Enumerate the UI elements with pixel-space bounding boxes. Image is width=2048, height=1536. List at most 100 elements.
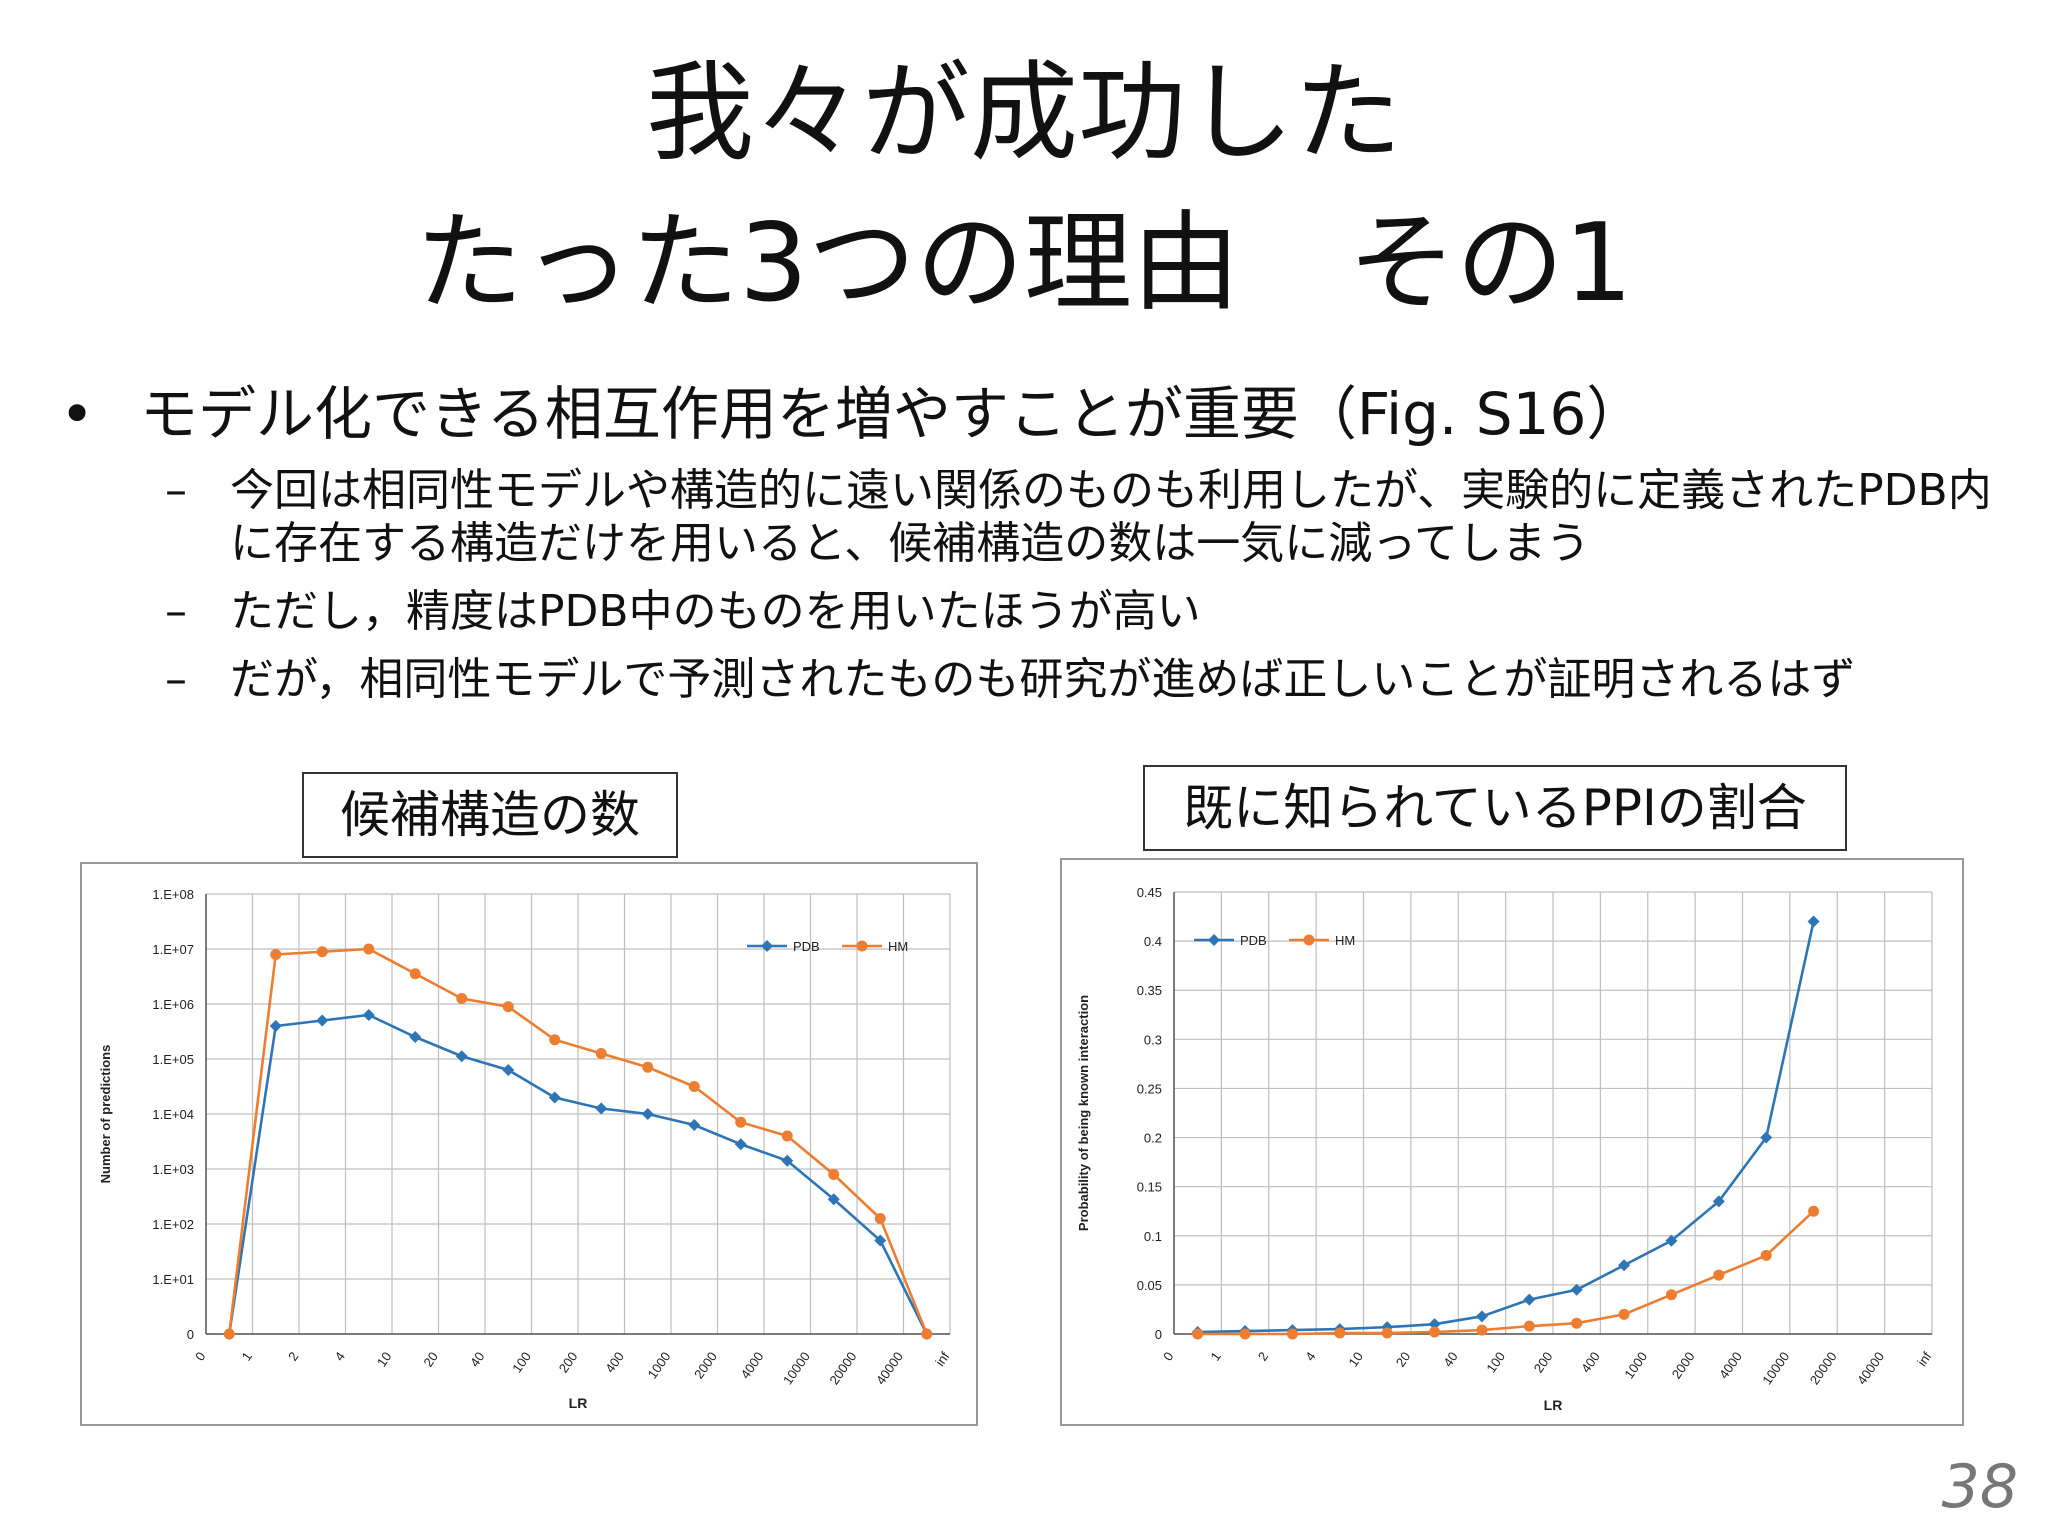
slide-title-line2: たった3つの理由 その1 (415, 201, 1633, 326)
sub-bullet-dash: – (165, 464, 187, 516)
data-point-pdb (1618, 1259, 1631, 1272)
data-point-hm (1571, 1317, 1583, 1329)
data-point-hm (921, 1328, 933, 1340)
data-point-pdb (1570, 1283, 1583, 1296)
x-tick-label: 4000 (1716, 1349, 1745, 1381)
data-point-pdb (1428, 1318, 1441, 1331)
y-tick-label: 1.E+01 (152, 1272, 194, 1287)
data-point-pdb (1475, 1310, 1488, 1323)
legend-label-pdb: PDB (1240, 933, 1267, 948)
data-point-hm (1523, 1320, 1535, 1332)
legend-label-pdb: PDB (793, 939, 820, 954)
x-tick-label: 1000 (1621, 1349, 1650, 1381)
data-point-pdb (874, 1234, 887, 1247)
x-tick-label: 20000 (826, 1349, 859, 1387)
x-tick-label: 1 (1207, 1349, 1223, 1364)
data-point-hm (456, 993, 468, 1004)
data-point-pdb (455, 1050, 468, 1063)
data-point-hm (409, 968, 421, 980)
x-tick-label: 2 (1255, 1349, 1271, 1364)
y-tick-label: 1.E+08 (152, 887, 194, 902)
x-tick-label: 1 (239, 1349, 255, 1364)
data-point-hm (828, 1169, 840, 1180)
legend-label-hm: HM (1335, 933, 1355, 948)
x-tick-label: 2000 (1669, 1349, 1698, 1381)
y-tick-label: 0 (1155, 1327, 1162, 1342)
data-point-pdb (1807, 915, 1820, 928)
x-tick-label: 0 (192, 1349, 208, 1364)
x-axis-title: LR (1544, 1397, 1563, 1413)
x-tick-label: 4 (1302, 1349, 1318, 1364)
x-tick-label: 4000 (738, 1349, 767, 1381)
data-point-hm (595, 1048, 607, 1059)
data-point-pdb (362, 1009, 375, 1021)
data-point-hm (1665, 1289, 1677, 1301)
x-tick-label: 100 (509, 1349, 534, 1375)
x-tick-label: 200 (1531, 1349, 1556, 1375)
series-line-hm (227, 947, 928, 1335)
sub-bullet-dash: – (165, 653, 187, 705)
x-tick-label: 200 (556, 1349, 581, 1375)
series-line-hm (1197, 1210, 1815, 1336)
data-point-pdb (688, 1119, 701, 1131)
data-point-hm (735, 1116, 747, 1128)
candidate-count-chart-svg: 0 1.E+01 1.E+02 1.E+03 1.E+04 1.E+05 1.E+06 1.E… (98, 887, 953, 1411)
sub-bullet-1: – 今回は相同性モデルや構造的に遠い関係のものも利用したが、実験的に定義されたP… (60, 464, 2020, 571)
data-point-hm (1760, 1249, 1772, 1261)
y-tick-label: 1.E+04 (152, 1107, 194, 1122)
x-tick-label: 40 (1440, 1349, 1461, 1369)
x-tick-label: 20 (1393, 1349, 1414, 1369)
data-point-hm (549, 1034, 561, 1046)
data-point-pdb (827, 1193, 840, 1206)
data-point-hm (363, 943, 375, 955)
data-point-hm (642, 1061, 654, 1073)
sub-bullet-dash: – (165, 585, 187, 637)
y-tick-label: 0 (187, 1327, 194, 1342)
data-point-hm (270, 949, 282, 960)
sub-bullet-2: – ただし，精度はPDB中のものを用いたほうが高い (60, 585, 2020, 639)
x-tick-label: inf (932, 1349, 952, 1369)
x-tick-label: 4 (332, 1349, 348, 1364)
x-tick-label: 40000 (1854, 1349, 1887, 1387)
data-point-pdb (548, 1091, 561, 1104)
candidate-count-chart: 0 1.E+01 1.E+02 1.E+03 1.E+04 1.E+05 1.E+06 1.E… (80, 862, 978, 1426)
main-bullet: • モデル化できる相互作用を増やすことが重要（Fig. S16） (60, 380, 2020, 450)
data-point-hm (1713, 1269, 1725, 1281)
legend-marker-pdb (1208, 934, 1220, 946)
left-chart-label: 候補構造の数 (302, 772, 678, 858)
data-point-pdb (502, 1064, 515, 1076)
y-tick-label: 0.1 (1144, 1229, 1162, 1244)
x-tick-label: 100 (1483, 1349, 1508, 1375)
x-tick-label: 40000 (873, 1349, 906, 1387)
y-tick-label: 1.E+02 (152, 1217, 194, 1232)
y-tick-label: 1.E+05 (152, 1052, 194, 1067)
data-point-hm (1476, 1324, 1488, 1336)
y-tick-label: 1.E+03 (152, 1162, 194, 1177)
x-tick-label: 10000 (1759, 1349, 1792, 1387)
data-point-pdb (409, 1031, 422, 1043)
x-tick-label: 20 (420, 1349, 441, 1369)
y-tick-label: 0.45 (1137, 885, 1162, 900)
x-tick-label: 20000 (1807, 1349, 1840, 1387)
data-point-pdb (1712, 1195, 1725, 1208)
page-number: 38 (1941, 1452, 2018, 1522)
sub-bullet-text: ただし，精度はPDB中のものを用いたほうが高い (230, 585, 1201, 637)
data-point-hm (1334, 1327, 1346, 1339)
legend-marker-hm (1303, 934, 1315, 946)
data-point-hm (1239, 1328, 1251, 1340)
data-point-pdb (1523, 1293, 1536, 1306)
data-point-hm (502, 1001, 514, 1013)
data-point-pdb (595, 1102, 608, 1115)
data-point-hm (688, 1081, 700, 1092)
x-tick-label: 10 (374, 1349, 395, 1369)
data-point-hm (781, 1130, 793, 1142)
known-ppi-ratio-chart-svg: 0 0.05 0.1 0.15 0.2 0.25 0.3 0.35 0.4 0.45 0 1 2 4 10 2… (1076, 885, 1935, 1413)
slide-title-line1: 我々が成功した (645, 51, 1402, 176)
y-tick-label: 1.E+07 (152, 942, 194, 957)
x-tick-label: 2000 (691, 1349, 720, 1381)
x-tick-label: 1000 (645, 1349, 674, 1381)
x-tick-label: 0 (1160, 1349, 1176, 1364)
legend-marker-hm (856, 940, 868, 952)
x-tick-label: 10000 (780, 1349, 813, 1387)
x-tick-label: 400 (602, 1349, 627, 1375)
